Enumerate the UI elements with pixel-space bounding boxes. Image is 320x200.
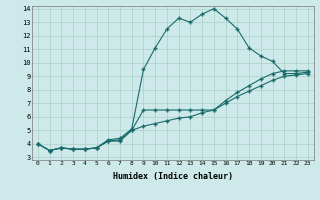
- X-axis label: Humidex (Indice chaleur): Humidex (Indice chaleur): [113, 172, 233, 181]
